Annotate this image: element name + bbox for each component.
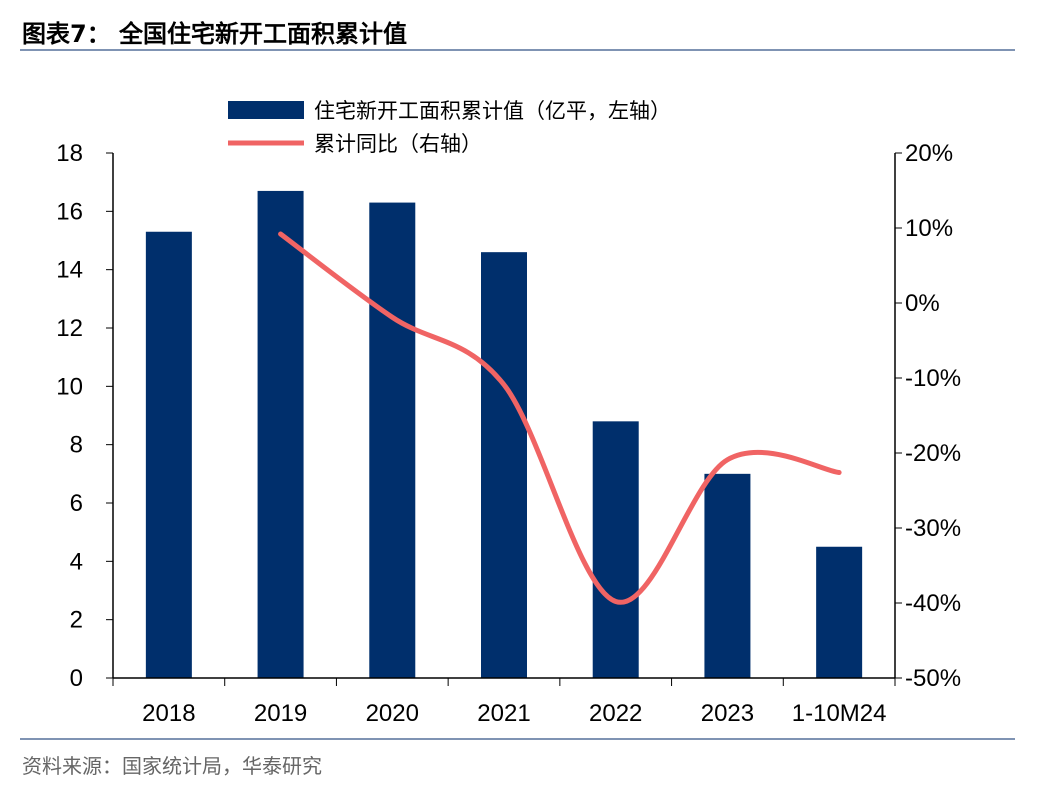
left-tick-label: 4	[70, 548, 83, 575]
bar-2018	[145, 231, 192, 678]
bar-1-10M24	[816, 546, 863, 678]
left-tick-label: 10	[56, 373, 83, 400]
right-tick-label: 20%	[905, 140, 953, 167]
x-tick-label: 2021	[477, 700, 530, 727]
x-tick-label: 2020	[366, 700, 419, 727]
x-tick-label: 2022	[589, 700, 642, 727]
right-tick-label: -30%	[905, 515, 961, 542]
bar-2019	[257, 190, 304, 678]
left-tick-label: 6	[70, 490, 83, 517]
right-tick-label: -50%	[905, 665, 961, 692]
left-tick-label: 8	[70, 432, 83, 459]
left-tick-label: 18	[56, 140, 83, 167]
right-tick-label: -20%	[905, 440, 961, 467]
bar-2022	[592, 421, 639, 678]
legend-bar-label: 住宅新开工面积累计值（亿平，左轴）	[314, 99, 671, 123]
top-rule	[20, 49, 1015, 51]
left-tick-label: 2	[70, 607, 83, 634]
legend-bar-swatch	[228, 101, 304, 119]
legend-line-label: 累计同比（右轴）	[314, 132, 482, 156]
x-tick-label: 2019	[254, 700, 307, 727]
yoy-line	[278, 231, 842, 605]
left-tick-label: 12	[56, 315, 83, 342]
x-tick-label: 1-10M24	[792, 700, 887, 727]
right-tick-label: -10%	[905, 365, 961, 392]
left-tick-label: 16	[56, 198, 83, 225]
left-tick-label: 14	[56, 257, 83, 284]
left-tick-label: 0	[70, 665, 83, 692]
chart-title: 图表7： 全国住宅新开工面积累计值	[22, 20, 408, 48]
right-tick-label: 10%	[905, 215, 953, 242]
x-tick-label: 2018	[142, 700, 195, 727]
bottom-rule	[20, 738, 1015, 740]
x-tick-label: 2023	[701, 700, 754, 727]
bar-2023	[704, 473, 751, 678]
bar-2021	[481, 252, 527, 678]
right-tick-label: -40%	[905, 590, 961, 617]
right-tick-label: 0%	[905, 290, 940, 317]
bar-2020	[369, 202, 416, 679]
source-note: 资料来源：国家统计局，华泰研究	[22, 754, 322, 778]
